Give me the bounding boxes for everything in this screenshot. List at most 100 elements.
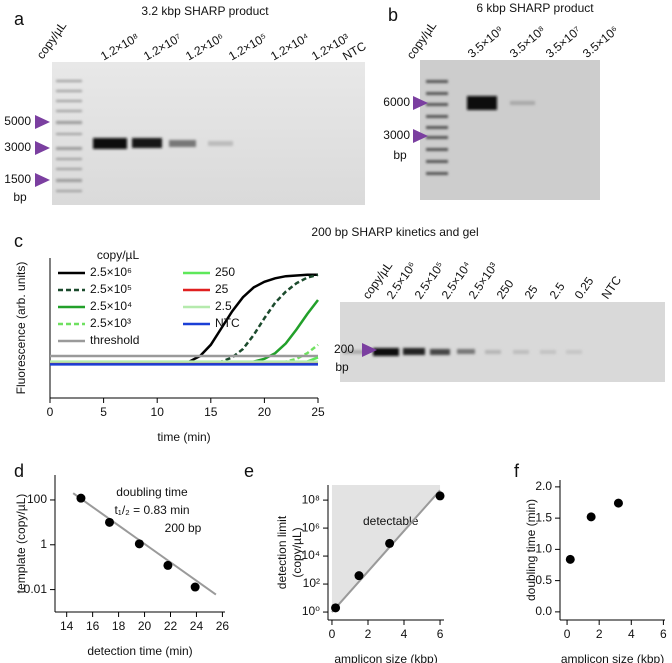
y-tick-label: 10⁸ — [302, 492, 320, 506]
lane-label: 3.5×10⁶ — [580, 23, 621, 61]
data-point — [331, 603, 341, 613]
lane-label: 2.5 — [547, 280, 568, 302]
x-tick-label: 0 — [47, 405, 54, 419]
marker-label: 3000 — [383, 128, 410, 142]
marker-label: 6000 — [383, 95, 410, 109]
legend-label: 2.5 — [215, 299, 232, 313]
marker-unit: bp — [13, 190, 27, 204]
x-axis-label: time (min) — [157, 430, 210, 444]
x-tick-label: 20 — [258, 405, 272, 419]
marker-arrow — [35, 141, 50, 155]
y-tick-label: 0.01 — [24, 582, 48, 596]
legend-label: threshold — [90, 333, 139, 347]
lane-label: NTC — [599, 273, 625, 302]
x-tick-label: 18 — [112, 619, 126, 633]
marker-unit: bp — [393, 148, 407, 162]
data-point — [105, 517, 115, 527]
x-tick-label: 16 — [86, 619, 100, 633]
panel-label: f — [514, 461, 520, 481]
lane-label: 1.2×10⁷ — [141, 31, 184, 64]
data-point — [354, 571, 364, 581]
x-tick-label: 4 — [628, 627, 635, 641]
x-tick-label: 14 — [60, 619, 74, 633]
data-point — [134, 539, 144, 549]
data-point — [586, 512, 596, 522]
annotation: 200 bp — [165, 521, 202, 535]
gel-image — [52, 62, 365, 205]
y-tick-label: 10⁰ — [302, 604, 320, 618]
y-tick-label: 1.0 — [535, 542, 552, 556]
annotation: t₁/₂ = 0.83 min — [114, 503, 189, 517]
y-tick-label: 0.0 — [535, 604, 552, 618]
data-point — [76, 493, 86, 503]
x-tick-label: 10 — [151, 405, 165, 419]
marker-label: 3000 — [4, 140, 31, 154]
y-tick-label: 1 — [40, 537, 47, 551]
x-tick-label: 0 — [329, 627, 336, 641]
lane-label: 3.5×10⁹ — [465, 23, 506, 61]
legend-label: 25 — [215, 282, 229, 296]
ladder — [426, 80, 448, 175]
lane-label: 1.2×10⁵ — [226, 30, 269, 63]
legend-label: 2.5×10⁶ — [90, 265, 132, 279]
marker-arrow — [362, 343, 377, 357]
y-tick-label: 10⁶ — [302, 520, 320, 534]
y-axis-label: Fluorescence (arb. units) — [14, 262, 28, 395]
x-axis-label: amplicon size (kbp) — [561, 652, 664, 663]
x-tick-label: 4 — [401, 627, 408, 641]
x-tick-label: 2 — [596, 627, 603, 641]
x-tick-label: 0 — [564, 627, 571, 641]
legend-label: 2.5×10³ — [90, 316, 131, 330]
gel-image — [340, 302, 665, 382]
legend-label: 2.5×10⁴ — [90, 299, 132, 313]
region-label: detectable — [363, 514, 419, 528]
x-tick-label: 24 — [190, 619, 204, 633]
data-point — [435, 491, 445, 501]
unit-label: copy/µL — [404, 19, 440, 62]
lane-label: 0.25 — [572, 274, 597, 301]
marker-unit: bp — [335, 360, 349, 374]
lane-label: 1.2×10⁸ — [98, 30, 141, 63]
x-axis-label: detection time (min) — [87, 644, 192, 658]
marker-arrow — [413, 129, 428, 143]
x-tick-label: 15 — [204, 405, 218, 419]
data-point — [565, 554, 575, 564]
x-axis-label: amplicon size (kbp) — [334, 652, 437, 663]
legend-label: 250 — [215, 265, 235, 279]
x-tick-label: 20 — [138, 619, 152, 633]
gel-title: 6 kbp SHARP product — [476, 1, 594, 15]
x-tick-label: 22 — [164, 619, 178, 633]
y-axis-label: template (copy/µL) — [14, 494, 28, 594]
panel-label: d — [14, 461, 24, 481]
panel-label: c — [14, 231, 23, 251]
y-tick-label: 0.5 — [535, 573, 552, 587]
ladder — [56, 80, 82, 192]
gel-title: 3.2 kbp SHARP product — [141, 4, 269, 18]
gel-bands — [467, 96, 535, 110]
panel-label: e — [244, 461, 254, 481]
lane-label: 3.5×10⁸ — [507, 23, 548, 61]
data-point — [190, 582, 200, 592]
y-axis-label: detection limit — [275, 515, 289, 589]
data-point — [163, 560, 173, 570]
lane-label: 1.2×10⁴ — [268, 30, 312, 63]
x-tick-label: 2 — [365, 627, 372, 641]
marker-arrow — [35, 173, 50, 187]
annotation: doubling time — [116, 485, 188, 499]
series-line — [50, 343, 319, 365]
y-tick-label: 2.0 — [535, 479, 552, 493]
fit-line — [72, 492, 217, 596]
y-tick-label: 1.5 — [535, 510, 552, 524]
lane-label: 1.2×10⁶ — [183, 30, 226, 63]
lane-label: 25 — [522, 282, 541, 301]
y-axis-label: (copy/µL) — [290, 527, 304, 577]
y-tick-label: 10² — [303, 576, 320, 590]
x-tick-label: 25 — [311, 405, 325, 419]
panel-label: a — [14, 9, 25, 29]
legend-label: NTC — [215, 316, 240, 330]
marker-arrow — [35, 115, 50, 129]
x-tick-label: 6 — [437, 627, 444, 641]
legend-title: copy/µL — [97, 248, 140, 262]
data-point — [385, 538, 395, 548]
